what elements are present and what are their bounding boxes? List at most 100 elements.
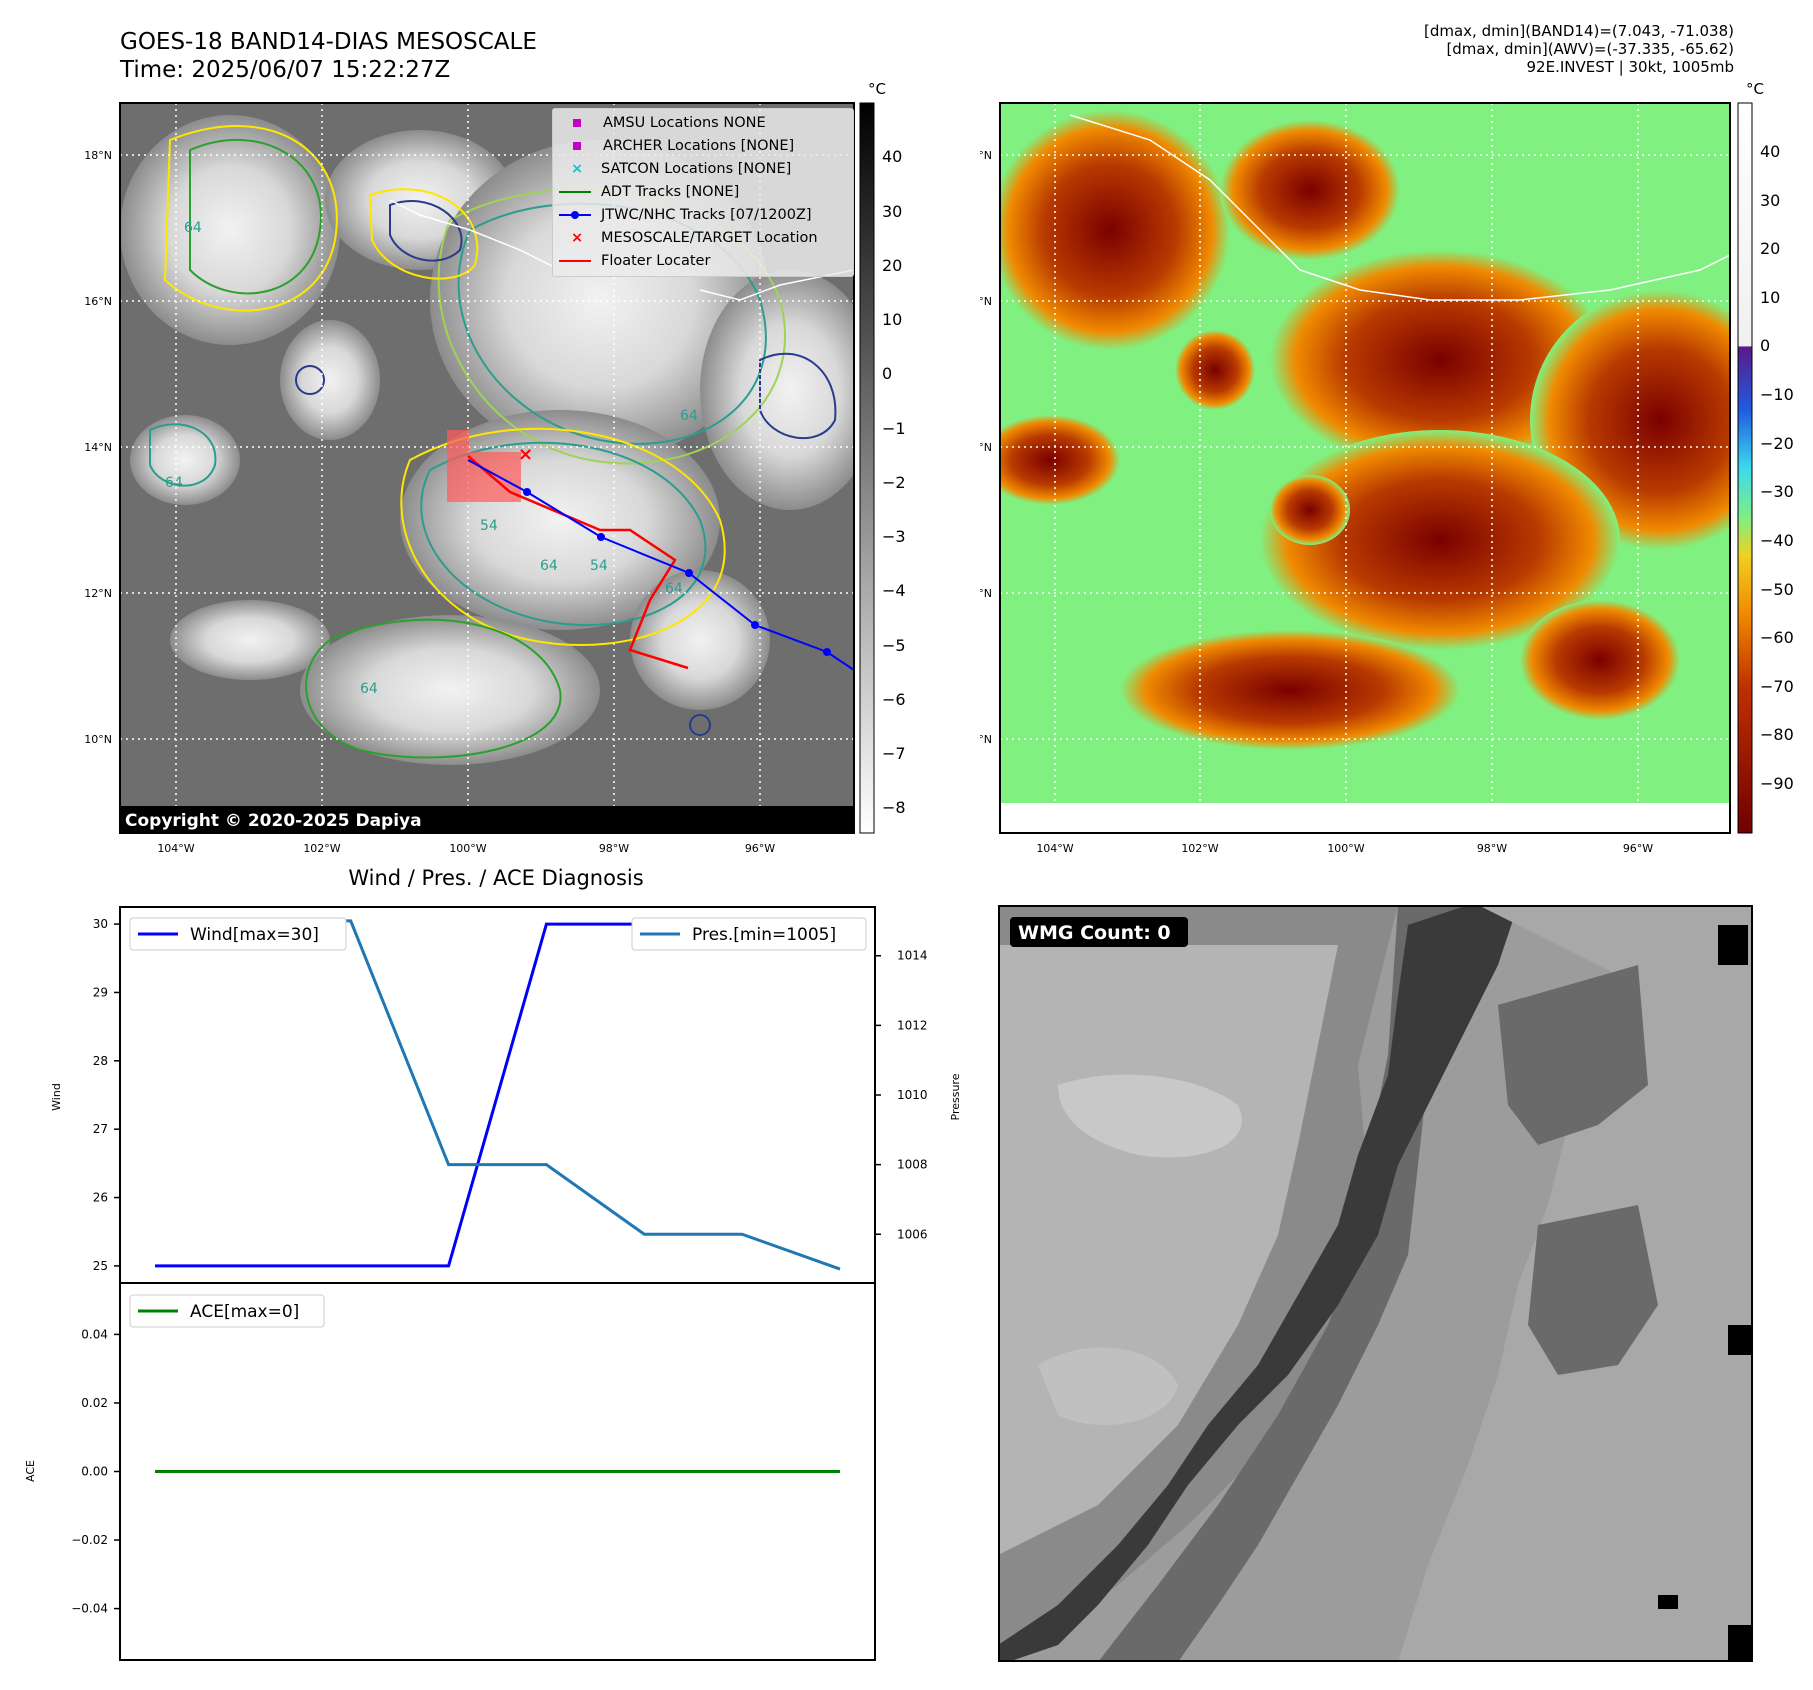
- svg-text:−20: −20: [1760, 434, 1794, 453]
- svg-text:−80: −80: [882, 798, 906, 817]
- pressure-tick-label: 1014: [897, 949, 928, 963]
- jtwc-track-points: [523, 488, 831, 656]
- contour-label-2: 64: [165, 475, 183, 491]
- contour-label-4: 64: [360, 681, 378, 697]
- svg-text:−30: −30: [1760, 482, 1794, 501]
- pressure-axis-label: Pressure: [949, 1073, 962, 1120]
- contour-label-1: 64: [184, 220, 202, 236]
- svg-text:98°W: 98°W: [599, 842, 629, 855]
- svg-text:16°N: 16°N: [84, 295, 112, 308]
- svg-text:−50: −50: [882, 636, 906, 655]
- contour-label-3: 64: [680, 408, 698, 424]
- awv-lat-labels: 18°N 16°N 14°N 12°N 10°N: [980, 149, 992, 746]
- wmg-frame: [998, 905, 1753, 1662]
- svg-text:20: 20: [1760, 239, 1780, 258]
- floater-locater-line: [467, 455, 689, 670]
- awv-lon-labels: 104°W 102°W 100°W 98°W 96°W: [1036, 842, 1653, 855]
- wind-tick-label: 27: [93, 1122, 108, 1136]
- diagnosis-chart: Wind / Pres. / ACE Diagnosis Wind Pressu…: [24, 866, 962, 1661]
- target-location-marker: ×: [518, 444, 533, 465]
- stats-line-1: [dmax, dmin](BAND14)=(7.043, -71.038): [1423, 22, 1734, 40]
- svg-text:14°N: 14°N: [980, 441, 992, 454]
- svg-text:−20: −20: [882, 473, 906, 492]
- legend-amsu: AMSU Locations NONE: [559, 112, 847, 135]
- svg-text:−10: −10: [1760, 385, 1794, 404]
- svg-text:104°W: 104°W: [1036, 842, 1073, 855]
- ace-tick-label: −0.04: [71, 1602, 108, 1616]
- ir-colorbar: [859, 102, 875, 834]
- svg-text:14°N: 14°N: [84, 441, 112, 454]
- svg-text:18°N: 18°N: [980, 149, 992, 162]
- svg-text:−10: −10: [882, 419, 906, 438]
- svg-text:−70: −70: [1760, 677, 1794, 696]
- ace-legend-label: ACE[max=0]: [190, 1302, 299, 1322]
- awv-map-empty-strip: [1000, 803, 1730, 833]
- svg-text:−40: −40: [882, 581, 906, 600]
- awv-map-frame: [999, 102, 1731, 834]
- legend-satcon: × SATCON Locations [NONE]: [559, 158, 847, 181]
- pressure-tick-label: 1012: [897, 1018, 928, 1032]
- legend-amsu-marker: [573, 119, 581, 127]
- wmg-panel: WMG Count: 0: [998, 905, 1753, 1662]
- contour-label-7: 64: [540, 558, 558, 574]
- pressure-tick-label: 1010: [897, 1088, 928, 1102]
- svg-text:−90: −90: [1760, 774, 1794, 793]
- wind-tick-label: 26: [93, 1191, 108, 1205]
- awv-colorbar-unit: °C: [1746, 80, 1764, 98]
- wmg-count-badge: [1010, 917, 1188, 947]
- svg-text:98°W: 98°W: [1477, 842, 1507, 855]
- svg-text:104°W: 104°W: [157, 842, 194, 855]
- legend-adt-marker: [559, 191, 591, 193]
- copyright-bar: [120, 806, 854, 833]
- wind-y-ticks: 30 29 28 27 26 25: [93, 917, 120, 1273]
- svg-text:−50: −50: [1760, 580, 1794, 599]
- wind-tick-label: 25: [93, 1259, 108, 1273]
- svg-text:96°W: 96°W: [1623, 842, 1653, 855]
- diagnosis-title: Wind / Pres. / ACE Diagnosis: [348, 866, 643, 890]
- awv-map-panel: 18°N 16°N 14°N 12°N 10°N 104°W 102°W 100…: [980, 80, 1794, 855]
- stats-line-3: 92E.INVEST | 30kt, 1005mb: [1526, 58, 1735, 76]
- wind-tick-label: 29: [93, 985, 108, 999]
- wind-series-line: [155, 922, 840, 1268]
- svg-text:−40: −40: [1760, 531, 1794, 550]
- svg-text:18°N: 18°N: [84, 149, 112, 162]
- svg-text:12°N: 12°N: [84, 587, 112, 600]
- pressure-legend-label: Pres.[min=1005]: [692, 925, 836, 945]
- ace-axis-label: ACE: [24, 1460, 37, 1482]
- wind-legend-label: Wind[max=30]: [190, 925, 319, 945]
- svg-text:16°N: 16°N: [980, 295, 992, 308]
- contour-label-5: 54: [480, 518, 498, 534]
- pressure-y-ticks: 1014 1012 1010 1008 1006: [875, 949, 928, 1241]
- svg-text:10°N: 10°N: [84, 733, 112, 746]
- svg-text:100°W: 100°W: [1327, 842, 1364, 855]
- copyright-text: Copyright © 2020-2025 Dapiya: [125, 811, 422, 831]
- ace-tick-label: 0.04: [81, 1327, 108, 1341]
- svg-text:12°N: 12°N: [980, 587, 992, 600]
- stats-line-2: [dmax, dmin](AWV)=(-37.335, -65.62): [1446, 40, 1734, 58]
- awv-gridlines: [1000, 103, 1730, 803]
- awv-colorbar: [1737, 102, 1753, 834]
- svg-text:10: 10: [882, 310, 902, 329]
- legend-target-marker: ×: [571, 230, 584, 246]
- pressure-tick-label: 1008: [897, 1158, 928, 1172]
- svg-text:102°W: 102°W: [303, 842, 340, 855]
- wmg-field: [1000, 907, 1751, 1660]
- ir-colorbar-ticks: 40 30 20 10 0 −10 −20 −30 −40 −50 −60 −7…: [882, 147, 906, 817]
- legend-archer-marker: [573, 142, 581, 150]
- ace-tick-label: 0.02: [81, 1396, 108, 1410]
- ace-tick-label: −0.02: [71, 1533, 108, 1547]
- svg-text:−60: −60: [882, 690, 906, 709]
- svg-text:−60: −60: [1760, 628, 1794, 647]
- svg-text:102°W: 102°W: [1181, 842, 1218, 855]
- legend-jtwc: JTWC/NHC Tracks [07/1200Z]: [559, 204, 847, 227]
- legend-target: × MESOSCALE/TARGET Location: [559, 227, 847, 250]
- svg-text:30: 30: [882, 202, 902, 221]
- legend-floater: Floater Locater: [559, 250, 847, 273]
- stats-block: [dmax, dmin](BAND14)=(7.043, -71.038) [d…: [1424, 22, 1734, 76]
- ir-lat-labels: 18°N 16°N 14°N 12°N 10°N: [84, 149, 112, 746]
- svg-text:20: 20: [882, 256, 902, 275]
- svg-text:−80: −80: [1760, 725, 1794, 744]
- svg-text:10: 10: [1760, 288, 1780, 307]
- contour-label-8: 64: [665, 581, 683, 597]
- legend-satcon-marker: ×: [571, 161, 584, 177]
